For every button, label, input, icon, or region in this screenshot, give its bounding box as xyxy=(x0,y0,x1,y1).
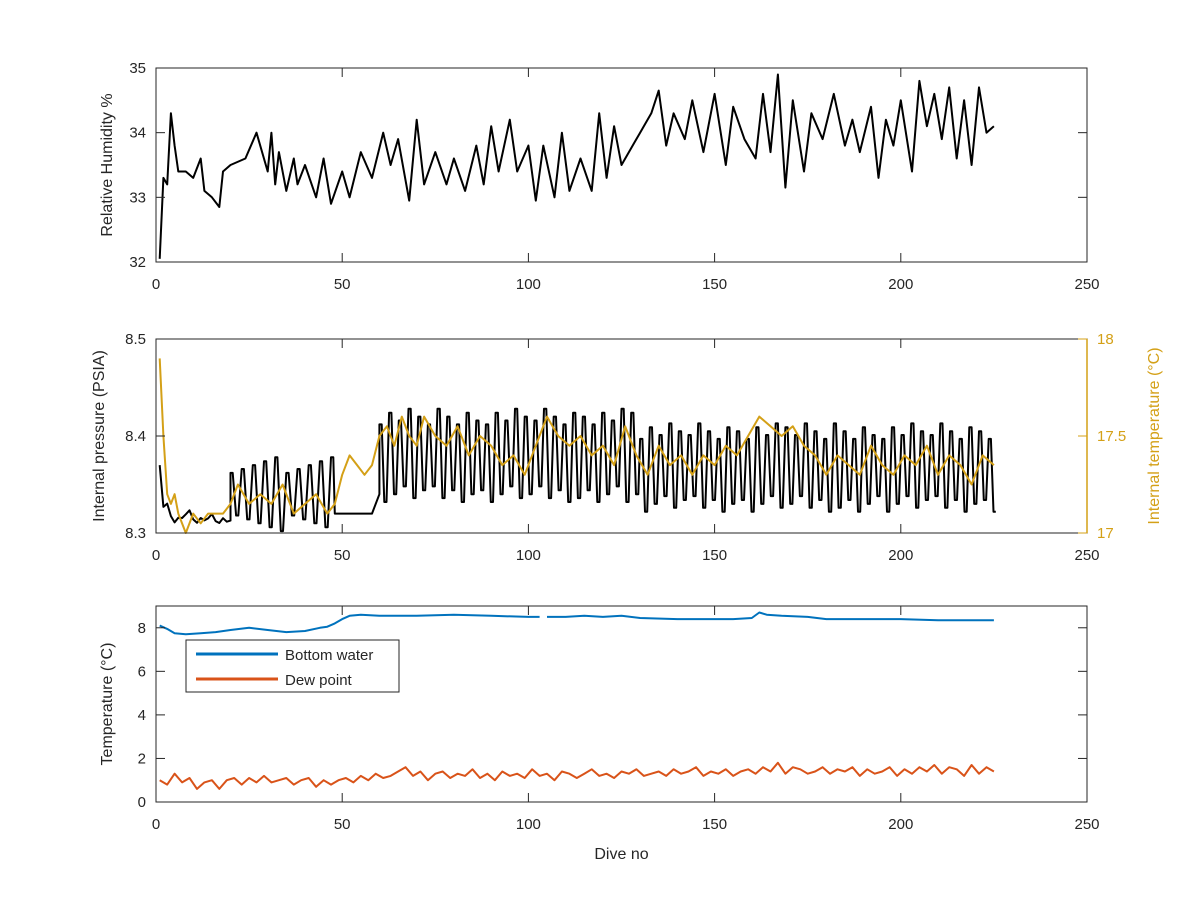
y-tick-label: 32 xyxy=(129,254,146,271)
x-tick-label: 150 xyxy=(702,547,727,564)
x-tick-label: 0 xyxy=(152,547,160,564)
y-tick-label: 8.5 xyxy=(125,331,146,348)
series-line-1 xyxy=(158,407,996,533)
series-line-1 xyxy=(158,73,995,259)
y-tick-label: 8 xyxy=(138,620,146,637)
x-axis-label: Dive no xyxy=(594,846,648,863)
right-y-tick-label: 17.5 xyxy=(1097,428,1126,445)
x-tick-label: 100 xyxy=(516,816,541,833)
x-tick-label: 50 xyxy=(334,547,351,564)
y-tick-label: 8.3 xyxy=(125,525,146,542)
legend: Bottom water Dew point xyxy=(185,639,400,693)
legend-entry: Dew point xyxy=(285,672,353,689)
x-tick-label: 200 xyxy=(888,547,913,564)
right-y-axis-label: Internal temperature (°C) xyxy=(1146,347,1163,524)
chart-panel-3: 0 50 100 150 200 250 0 2 4 6 8 Temperature (°C) Dive… xyxy=(99,605,1100,863)
series-line-dew-point xyxy=(159,761,995,790)
y-tick-label: 6 xyxy=(138,663,146,680)
series-line-bottom-water xyxy=(159,613,540,636)
x-tick-label: 250 xyxy=(1074,276,1099,293)
chart-panel-1: 0 50 100 150 200 250 32 33 34 35 Relative Humidity… xyxy=(99,60,1100,293)
x-tick-label: 100 xyxy=(516,276,541,293)
y-tick-label: 4 xyxy=(138,707,146,724)
y-tick-label: 34 xyxy=(129,125,146,142)
x-tick-label: 100 xyxy=(516,547,541,564)
x-tick-label: 150 xyxy=(702,816,727,833)
chart-panel-2: 0 50 100 150 200 250 8.3 8.4 8.5 17 17.5 18 Internal… xyxy=(91,331,1163,564)
x-tick-label: 200 xyxy=(888,816,913,833)
y-tick-label: 35 xyxy=(129,60,146,77)
right-y-tick-label: 17 xyxy=(1097,525,1114,542)
y-axis-label: Internal pressure (PSIA) xyxy=(91,350,108,522)
x-tick-label: 150 xyxy=(702,276,727,293)
y-tick-label: 0 xyxy=(138,794,146,811)
y-tick-label: 8.4 xyxy=(125,428,146,445)
x-tick-label: 250 xyxy=(1074,816,1099,833)
axes-box xyxy=(155,67,1088,263)
legend-box xyxy=(185,639,400,693)
x-tick-label: 0 xyxy=(152,276,160,293)
x-tick-label: 50 xyxy=(334,276,351,293)
x-tick-label: 0 xyxy=(152,816,160,833)
y-tick-label: 33 xyxy=(129,189,146,206)
axes-box xyxy=(155,605,1088,803)
legend-entry: Bottom water xyxy=(285,647,373,664)
x-tick-label: 200 xyxy=(888,276,913,293)
x-tick-label: 50 xyxy=(334,816,351,833)
x-tick-label: 250 xyxy=(1074,547,1099,564)
y-tick-label: 2 xyxy=(138,750,146,767)
series-line-2 xyxy=(547,611,994,622)
y-axis-label: Relative Humidity % xyxy=(99,93,116,236)
series-line-2 xyxy=(158,358,995,534)
right-y-tick-label: 18 xyxy=(1097,331,1114,348)
y-axis-label: Temperature (°C) xyxy=(99,643,116,766)
